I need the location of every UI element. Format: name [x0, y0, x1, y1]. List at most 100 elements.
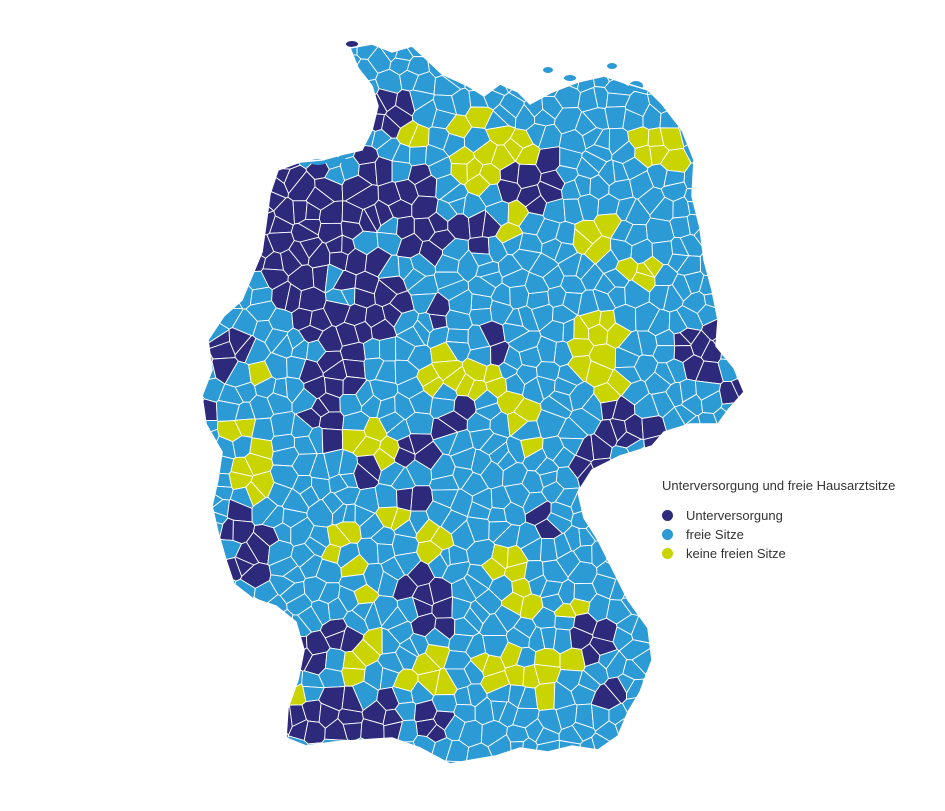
district-region — [355, 78, 380, 106]
district-region — [513, 759, 542, 764]
district-region — [727, 298, 744, 325]
district-region — [445, 328, 469, 344]
district-region — [709, 653, 735, 672]
district-region — [227, 674, 249, 694]
district-region — [187, 345, 200, 372]
district-region — [444, 44, 467, 68]
district-region — [699, 164, 722, 185]
district-region — [620, 558, 651, 585]
district-region — [699, 756, 718, 764]
district-region — [602, 529, 631, 555]
legend-item-keine-freien-sitze: keine freien Sitze — [662, 544, 895, 563]
district-region — [202, 559, 204, 587]
district-region — [721, 560, 744, 588]
district-region — [251, 417, 275, 442]
district-region — [202, 665, 222, 686]
district-region — [153, 301, 200, 327]
district-region — [285, 140, 307, 164]
district-region — [550, 44, 573, 53]
district-region — [202, 749, 208, 764]
district-region — [481, 58, 503, 81]
district-region — [625, 522, 649, 547]
district-region — [669, 689, 702, 711]
district-region — [681, 638, 706, 657]
district-region — [664, 454, 692, 475]
district-region — [686, 777, 709, 811]
district-region — [393, 775, 413, 811]
district-region — [607, 465, 633, 494]
district-region — [710, 214, 735, 238]
district-region — [405, 777, 435, 811]
district-region — [557, 753, 582, 764]
district-region — [339, 122, 363, 146]
district-region — [687, 51, 709, 75]
district-region — [328, 781, 350, 811]
district-region — [143, 351, 194, 384]
district-region — [574, 0, 619, 40]
district-region — [343, 12, 364, 40]
district-region — [713, 576, 738, 600]
district-region — [202, 739, 222, 764]
district-region — [202, 52, 204, 78]
district-region — [264, 670, 285, 698]
district-region — [230, 738, 252, 764]
district-region — [665, 592, 692, 620]
district-region — [695, 445, 722, 473]
district-region — [664, 678, 697, 706]
district-region — [713, 721, 737, 749]
island-region — [346, 41, 358, 47]
district-region — [434, 778, 476, 811]
district-region — [383, 0, 417, 39]
district-region — [217, 122, 242, 147]
district-region — [633, 44, 658, 48]
district-region — [722, 107, 744, 139]
district-region — [678, 0, 707, 37]
district-region — [232, 684, 251, 707]
district-region — [703, 573, 724, 595]
district-region — [548, 390, 574, 413]
district-region — [696, 142, 722, 166]
district-region — [220, 277, 241, 298]
district-region — [292, 784, 337, 811]
district-region — [234, 47, 253, 72]
district-region — [720, 308, 744, 338]
district-region — [734, 114, 744, 145]
district-region — [641, 700, 670, 729]
district-region — [202, 166, 222, 190]
district-region — [661, 646, 687, 672]
district-region — [697, 108, 725, 129]
district-region — [594, 774, 627, 811]
district-region — [202, 391, 205, 421]
district-region — [679, 740, 705, 764]
district-region — [739, 44, 744, 46]
district-region — [231, 211, 253, 231]
district-region — [602, 44, 626, 59]
district-region — [613, 0, 637, 37]
district-region — [713, 610, 739, 635]
district-region — [271, 44, 297, 69]
district-region — [643, 486, 663, 511]
district-region — [578, 44, 596, 64]
district-region — [640, 779, 672, 811]
district-region — [680, 437, 705, 462]
district-region — [541, 768, 559, 811]
district-region — [396, 487, 414, 512]
legend: Unterversorgung und freie Hausarztsitze … — [662, 478, 895, 563]
district-region — [212, 739, 233, 764]
district-region — [714, 44, 735, 59]
district-region — [377, 739, 402, 764]
district-region — [149, 200, 202, 226]
district-region — [202, 250, 224, 278]
district-region — [661, 717, 685, 742]
district-region — [202, 88, 203, 113]
district-region — [624, 44, 647, 59]
district-region — [716, 264, 743, 291]
district-region — [737, 85, 744, 116]
district-region — [684, 73, 706, 93]
district-region — [272, 609, 294, 635]
district-region — [487, 760, 509, 764]
legend-label-freie-sitze: freie Sitze — [686, 526, 744, 542]
district-region — [202, 49, 216, 76]
district-region — [149, 585, 200, 606]
